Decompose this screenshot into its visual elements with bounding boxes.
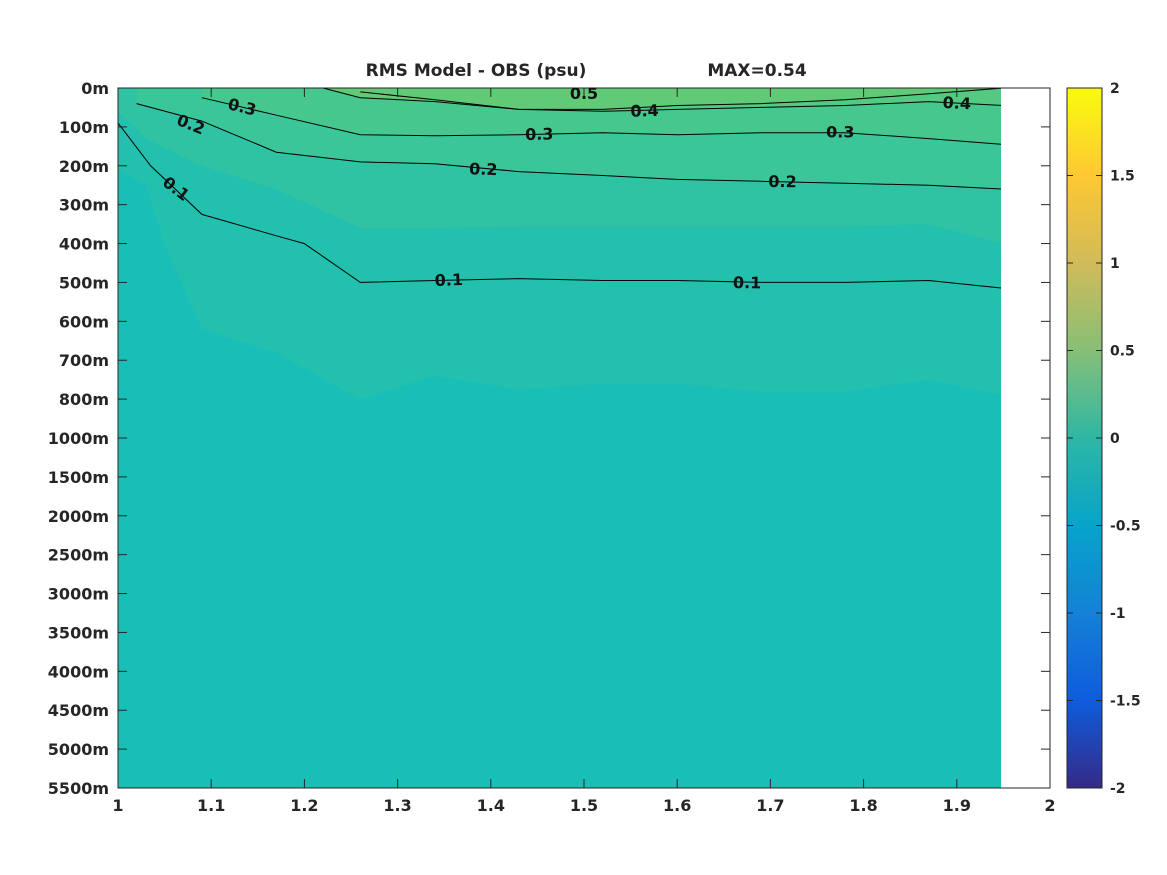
x-tick-label: 2: [1044, 796, 1055, 815]
y-tick-label: 800m: [59, 390, 109, 409]
y-tick-label: 4500m: [48, 701, 109, 720]
contour-label-0.1-2: 0.1: [733, 273, 762, 292]
y-tick-label: 200m: [59, 157, 109, 176]
y-axis: 0m 100m 200m 300m 400m 500m 600m 700m 800m 1000m 1…: [48, 79, 1050, 798]
contour-label-text: 0.2: [768, 172, 797, 191]
colorbar-tick-label: -2: [1110, 781, 1126, 797]
y-tick-label: 2000m: [48, 507, 109, 526]
max-annotation: MAX=0.54: [707, 61, 807, 81]
contour-fills: [118, 88, 1001, 788]
y-tick-label: 4000m: [48, 662, 109, 681]
contour-label-0.1-1: 0.1: [434, 270, 463, 290]
colorbar-tick-label: 2: [1110, 81, 1120, 97]
contour-line-0.4: [360, 91, 1001, 112]
contour-label-0.3-2: 0.3: [826, 123, 854, 142]
contour-label-text: 0.1: [434, 270, 463, 290]
y-tick-label: 3000m: [48, 585, 109, 604]
contour-label-0.4-0: 0.4: [630, 101, 659, 121]
colorbar-tick-label: -1.5: [1110, 694, 1141, 710]
colorbar-tick-label: -0.5: [1110, 519, 1141, 535]
y-tick-label: 700m: [59, 351, 109, 370]
contour-label-0.5-0: 0.5: [570, 84, 598, 103]
x-tick-label: 1.3: [383, 796, 411, 815]
x-tick-label: 1.7: [756, 796, 784, 815]
colorbar-tick-label: 0: [1110, 431, 1120, 447]
contour-label-text: 0.3: [525, 124, 554, 143]
y-tick-label: 5000m: [48, 740, 109, 759]
y-tick-label: 0m: [81, 79, 109, 98]
contour-label-text: 0.1: [733, 273, 762, 292]
x-tick-label: 1.5: [570, 796, 598, 815]
colorbar-axis: 2 1.5 1 0.5 0 -0.5 -1 -1.5 -2: [1067, 81, 1141, 797]
contour-label-text: 0.2: [469, 159, 498, 179]
x-tick-label: 1.4: [477, 796, 505, 815]
contour-line-0.3: [201, 97, 1001, 145]
chart-title: RMS Model - OBS (psu): [366, 61, 587, 81]
contour-line-0.2: [136, 103, 1001, 190]
contour-label-0.4-1: 0.4: [942, 93, 971, 113]
x-tick-label: 1.6: [663, 796, 691, 815]
x-tick-label: 1: [112, 796, 123, 815]
contour-label-text: 0.4: [942, 93, 971, 113]
fill-band-above-0.5: [323, 88, 1001, 110]
colorbar-tick-label: 1.5: [1110, 169, 1135, 185]
colorbar-tick-label: 0.5: [1110, 344, 1135, 360]
contour-label-0.3-1: 0.3: [525, 124, 554, 143]
contour-label-0.2-1: 0.2: [469, 159, 498, 179]
y-tick-label: 1500m: [48, 468, 109, 487]
contour-label-text: 0.5: [570, 84, 598, 103]
x-tick-label: 1.8: [849, 796, 877, 815]
contour-label-text: 0.3: [826, 123, 854, 142]
contour-line-0.1: [118, 122, 1001, 289]
y-tick-label: 500m: [59, 273, 109, 292]
y-tick-label: 100m: [59, 118, 109, 137]
x-tick-label: 1.9: [943, 796, 971, 815]
colorbar-tick-label: 1: [1110, 256, 1120, 272]
colorbar-tick-label: -1: [1110, 606, 1126, 622]
contour-lines: [118, 88, 1001, 289]
x-tick-label: 1.1: [197, 796, 225, 815]
y-tick-label: 2500m: [48, 546, 109, 565]
y-tick-label: 400m: [59, 235, 109, 254]
contour-label-0.2-2: 0.2: [768, 172, 797, 191]
y-tick-label: 1000m: [48, 429, 109, 448]
x-axis: 1 1.1 1.2 1.3 1.4 1.5 1.6 1.7 1.8 1.9 2: [112, 88, 1056, 815]
contour-label-text: 0.4: [630, 101, 659, 121]
x-tick-label: 1.2: [290, 796, 318, 815]
y-tick-label: 5500m: [48, 779, 109, 798]
y-tick-label: 3500m: [48, 623, 109, 642]
y-tick-label: 600m: [59, 312, 109, 331]
y-tick-label: 300m: [59, 196, 109, 215]
contour-line-0.5: [322, 88, 1001, 110]
